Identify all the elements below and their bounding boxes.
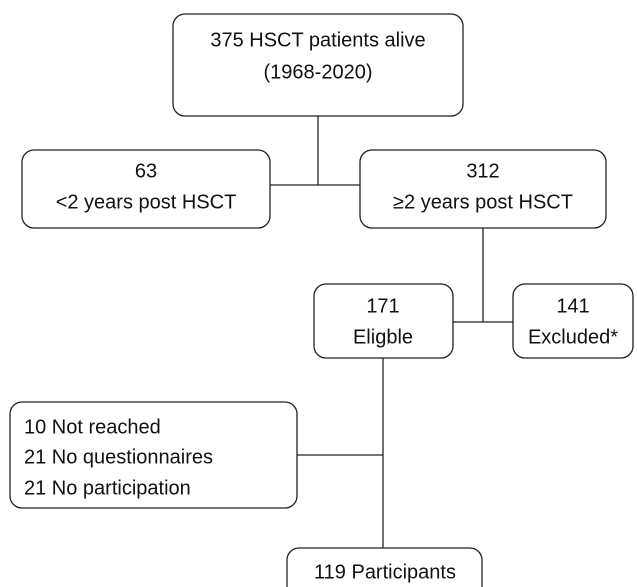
node-text: ≥2 years post HSCT <box>393 191 573 213</box>
node-text: 312 <box>466 160 499 182</box>
box <box>512 283 634 359</box>
box <box>21 149 271 229</box>
node-text: (1968-2020) <box>264 61 373 83</box>
box <box>172 13 464 117</box>
box <box>359 149 607 229</box>
node-text: 141 <box>556 295 589 317</box>
box <box>9 401 298 509</box>
node-text: 21 No questionnaires <box>24 446 213 468</box>
box <box>313 283 454 359</box>
node-text: 10 Not reached <box>24 416 161 438</box>
box <box>286 547 483 587</box>
node-text: Eligble <box>353 326 413 348</box>
node-text: <2 years post HSCT <box>56 191 237 213</box>
node-text: 171 <box>366 295 399 317</box>
node-text: 21 No participation <box>24 477 191 499</box>
node-text: 63 <box>135 160 157 182</box>
node-text: 119 Participants <box>314 561 456 583</box>
node-text: 375 HSCT patients alive <box>210 29 425 51</box>
node-text: Excluded* <box>528 326 618 348</box>
